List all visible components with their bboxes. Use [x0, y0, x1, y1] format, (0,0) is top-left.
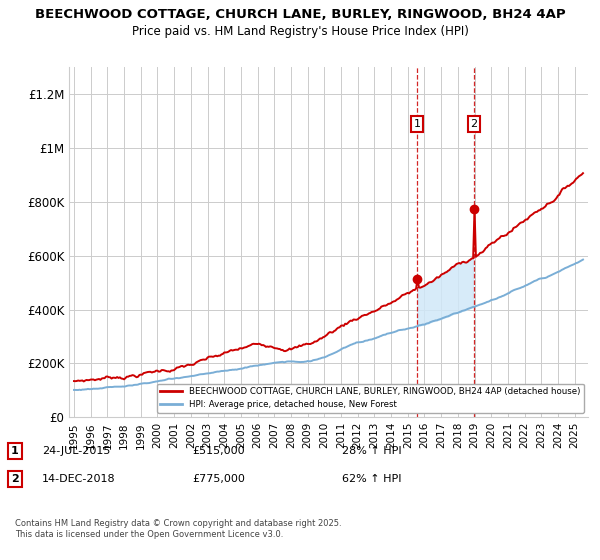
Text: 2: 2 [470, 119, 478, 129]
Legend: BEECHWOOD COTTAGE, CHURCH LANE, BURLEY, RINGWOOD, BH24 4AP (detached house), HPI: BEECHWOOD COTTAGE, CHURCH LANE, BURLEY, … [157, 384, 584, 413]
Text: 28% ↑ HPI: 28% ↑ HPI [342, 446, 401, 456]
Text: £515,000: £515,000 [192, 446, 245, 456]
Text: 24-JUL-2015: 24-JUL-2015 [42, 446, 110, 456]
Text: Price paid vs. HM Land Registry's House Price Index (HPI): Price paid vs. HM Land Registry's House … [131, 25, 469, 38]
Text: £775,000: £775,000 [192, 474, 245, 484]
Text: 14-DEC-2018: 14-DEC-2018 [42, 474, 116, 484]
Text: 1: 1 [413, 119, 421, 129]
Text: BEECHWOOD COTTAGE, CHURCH LANE, BURLEY, RINGWOOD, BH24 4AP: BEECHWOOD COTTAGE, CHURCH LANE, BURLEY, … [35, 8, 565, 21]
Text: 1: 1 [11, 446, 19, 456]
Text: Contains HM Land Registry data © Crown copyright and database right 2025.
This d: Contains HM Land Registry data © Crown c… [15, 520, 341, 539]
Text: 2: 2 [11, 474, 19, 484]
Text: 62% ↑ HPI: 62% ↑ HPI [342, 474, 401, 484]
